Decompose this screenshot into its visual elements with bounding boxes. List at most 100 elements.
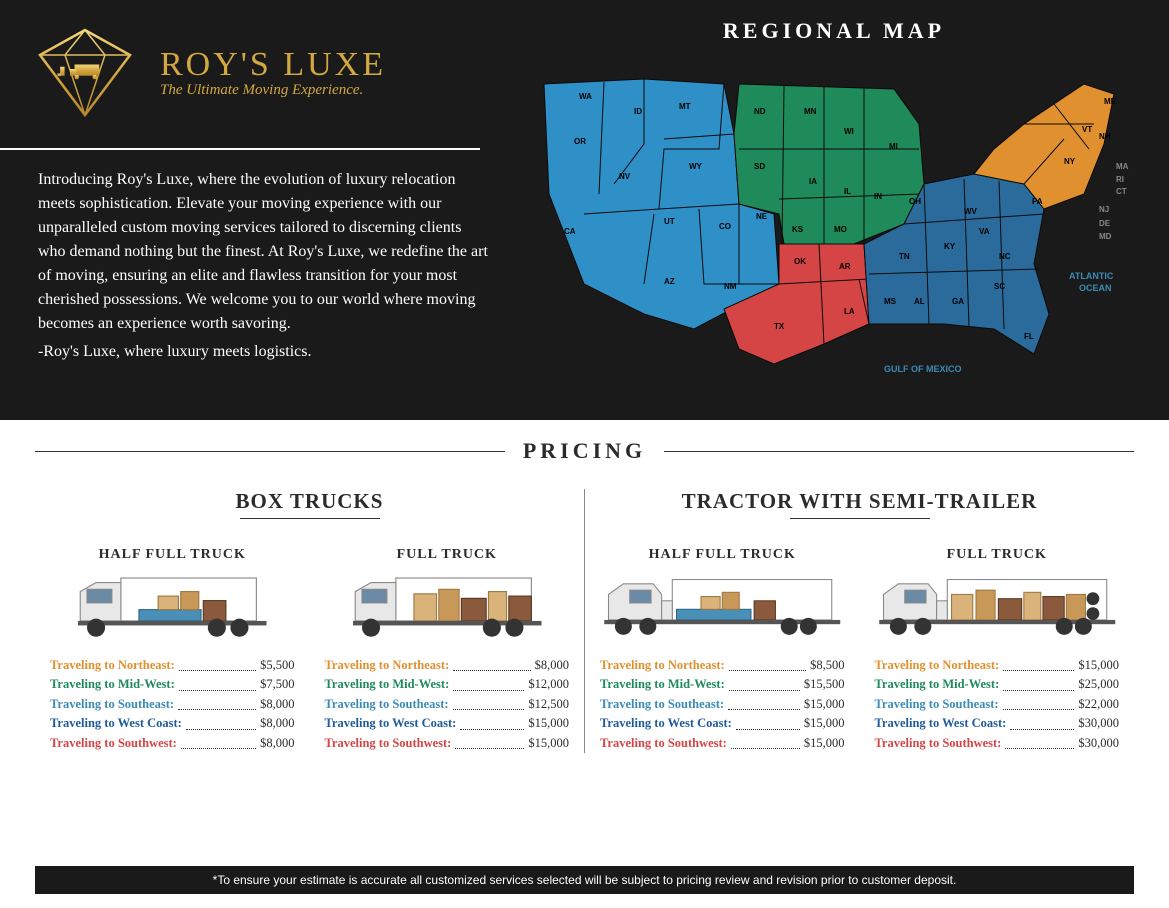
price-value: $30,000 [1078, 714, 1119, 733]
pricing-title: PRICING [523, 438, 646, 464]
price-row: Traveling to Mid-West: $15,500 [600, 675, 845, 694]
price-row: Traveling to Mid-West: $25,000 [875, 675, 1120, 694]
svg-text:OCEAN: OCEAN [1079, 283, 1112, 293]
destination-label: Traveling to West Coast: [600, 714, 732, 733]
group-title: TRACTOR WITH SEMI-TRAILER [600, 489, 1119, 514]
price-list: Traveling to Northeast: $5,500 Traveling… [50, 656, 295, 753]
svg-text:FL: FL [1024, 332, 1034, 341]
intro-signoff: -Roy's Luxe, where luxury meets logistic… [38, 340, 488, 364]
price-row: Traveling to Northeast: $5,500 [50, 656, 295, 675]
gulf-label: GULF OF MEXICO [884, 364, 962, 374]
price-row: Traveling to Southeast: $22,000 [875, 695, 1120, 714]
svg-text:KY: KY [944, 242, 956, 251]
truck-label: FULL TRUCK [875, 547, 1120, 563]
svg-text:OH: OH [909, 197, 921, 206]
pricing-header: PRICING [35, 438, 1134, 464]
svg-text:KS: KS [792, 225, 804, 234]
map-title: REGIONAL MAP [524, 18, 1144, 44]
intro-body: Introducing Roy's Luxe, where the evolut… [38, 168, 488, 336]
svg-text:IL: IL [844, 187, 851, 196]
svg-text:LA: LA [844, 307, 855, 316]
svg-text:TN: TN [899, 252, 910, 261]
price-list: Traveling to Northeast: $8,000 Traveling… [325, 656, 570, 753]
price-value: $15,000 [804, 695, 845, 714]
regional-map: REGIONAL MAP WA OR CA NV ID MT [524, 18, 1144, 399]
destination-label: Traveling to Southeast: [50, 695, 174, 714]
price-value: $8,000 [260, 734, 294, 753]
destination-label: Traveling to West Coast: [875, 714, 1007, 733]
price-row: Traveling to Mid-West: $12,000 [325, 675, 570, 694]
svg-text:AR: AR [839, 262, 851, 271]
intro-copy: Introducing Roy's Luxe, where the evolut… [38, 168, 488, 364]
diamond-logo-icon [30, 25, 140, 120]
destination-label: Traveling to Southeast: [600, 695, 724, 714]
destination-label: Traveling to Southwest: [325, 734, 452, 753]
price-value: $7,500 [260, 675, 294, 694]
price-row: Traveling to West Coast: $30,000 [875, 714, 1120, 733]
atlantic-label: ATLANTIC [1069, 271, 1114, 281]
price-row: Traveling to Mid-West: $7,500 [50, 675, 295, 694]
price-value: $25,000 [1078, 675, 1119, 694]
svg-text:WV: WV [964, 207, 978, 216]
us-map-svg: WA OR CA NV ID MT WY UT CO AZ NM ND SD N… [524, 54, 1144, 394]
pricing-section: PRICING BOX TRUCKS HALF FULL TRUCK Travel… [0, 420, 1169, 753]
truck-label: FULL TRUCK [325, 547, 570, 563]
truck-block: HALF FULL TRUCK Traveling to Northeast: … [600, 547, 845, 753]
destination-label: Traveling to Mid-West: [600, 675, 725, 694]
price-value: $30,000 [1078, 734, 1119, 753]
svg-text:ND: ND [754, 107, 766, 116]
destination-label: Traveling to Northeast: [50, 656, 175, 675]
svg-text:PA: PA [1032, 197, 1043, 206]
price-row: Traveling to West Coast: $15,000 [325, 714, 570, 733]
svg-text:MO: MO [834, 225, 847, 234]
destination-label: Traveling to Southwest: [50, 734, 177, 753]
price-value: $15,000 [1078, 656, 1119, 675]
destination-label: Traveling to Northeast: [875, 656, 1000, 675]
destination-label: Traveling to Northeast: [600, 656, 725, 675]
svg-text:TX: TX [774, 322, 785, 331]
svg-text:AZ: AZ [664, 277, 675, 286]
price-row: Traveling to West Coast: $8,000 [50, 714, 295, 733]
svg-text:NV: NV [619, 172, 631, 181]
destination-label: Traveling to Southeast: [875, 695, 999, 714]
price-value: $15,000 [528, 734, 569, 753]
destination-label: Traveling to Mid-West: [325, 675, 450, 694]
price-list: Traveling to Northeast: $15,000 Travelin… [875, 656, 1120, 753]
truck-block: FULL TRUCK Traveling to Northeast: $8,00… [325, 547, 570, 753]
svg-text:AL: AL [914, 297, 925, 306]
price-value: $15,000 [804, 714, 845, 733]
truck-label: HALF FULL TRUCK [50, 547, 295, 563]
price-value: $12,500 [528, 695, 569, 714]
svg-text:GA: GA [952, 297, 964, 306]
svg-text:OK: OK [794, 257, 806, 266]
svg-text:WI: WI [844, 127, 854, 136]
tagline: The Ultimate Moving Experience. [160, 82, 386, 99]
price-row: Traveling to Northeast: $8,000 [325, 656, 570, 675]
truck-label: HALF FULL TRUCK [600, 547, 845, 563]
price-row: Traveling to Southwest: $15,000 [600, 734, 845, 753]
svg-text:VA: VA [979, 227, 990, 236]
svg-text:OR: OR [574, 137, 586, 146]
svg-text:NE: NE [756, 212, 768, 221]
svg-text:MN: MN [804, 107, 817, 116]
group-title: BOX TRUCKS [50, 489, 569, 514]
price-value: $8,000 [535, 656, 569, 675]
company-name: ROY'S LUXE [160, 46, 386, 84]
price-value: $8,500 [810, 656, 844, 675]
price-value: $8,000 [260, 714, 294, 733]
price-row: Traveling to West Coast: $15,000 [600, 714, 845, 733]
hero-section: ROY'S LUXE The Ultimate Moving Experienc… [0, 0, 1169, 420]
svg-text:WY: WY [689, 162, 703, 171]
svg-text:MI: MI [889, 142, 898, 151]
destination-label: Traveling to Mid-West: [50, 675, 175, 694]
svg-text:CO: CO [719, 222, 731, 231]
destination-label: Traveling to West Coast: [50, 714, 182, 733]
disclaimer-footer: *To ensure your estimate is accurate all… [35, 866, 1134, 894]
price-row: Traveling to Northeast: $8,500 [600, 656, 845, 675]
semi-trailer-group: TRACTOR WITH SEMI-TRAILER HALF FULL TRUCK… [585, 489, 1134, 753]
svg-text:ID: ID [634, 107, 642, 116]
svg-text:SD: SD [754, 162, 765, 171]
svg-text:WA: WA [579, 92, 592, 101]
truck-block: FULL TRUCK Traveling to Northeast: $15,0… [875, 547, 1120, 753]
price-list: Traveling to Northeast: $8,500 Traveling… [600, 656, 845, 753]
